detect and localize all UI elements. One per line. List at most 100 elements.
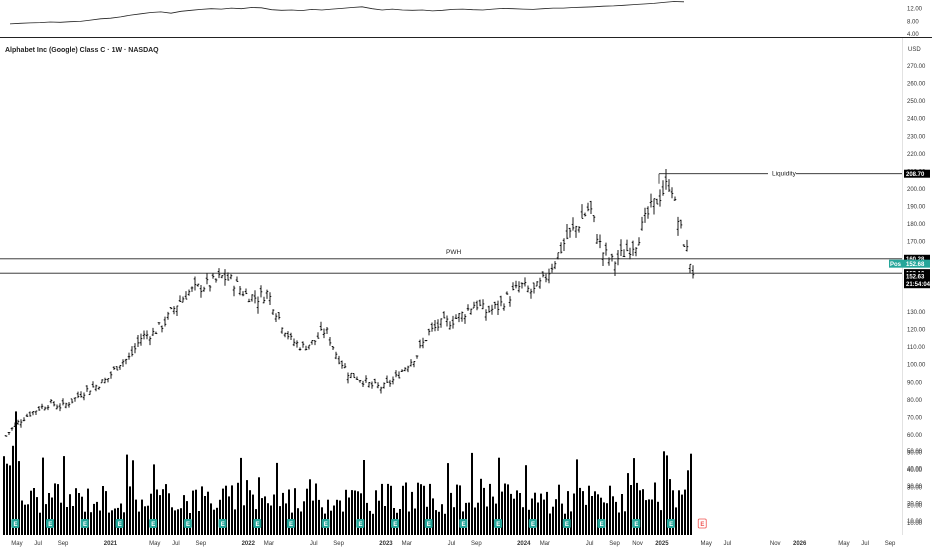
earnings-icon[interactable]: E <box>183 519 192 528</box>
price-bar <box>214 278 218 283</box>
volume-bar <box>93 503 95 535</box>
price-bar <box>622 249 626 258</box>
price-bar <box>73 397 77 402</box>
time-axis-tick: 2022 <box>242 541 256 547</box>
price-bar <box>595 234 599 244</box>
price-bar <box>277 312 281 320</box>
volume-bar <box>384 506 386 535</box>
volume-bar <box>159 495 161 535</box>
volume-bar <box>684 489 686 535</box>
volume-bar <box>30 490 32 535</box>
volume-bar <box>39 512 41 535</box>
price-bar <box>331 346 335 350</box>
volume-bar <box>450 492 452 535</box>
volume-bar <box>597 494 599 535</box>
volume-bar <box>90 512 92 535</box>
time-axis-tick: Jul <box>586 541 594 547</box>
earnings-icon[interactable]: E <box>149 519 158 528</box>
volume-bar <box>279 506 281 535</box>
volume-bar <box>264 496 266 535</box>
volume-bar <box>273 494 275 535</box>
price-axis-tick: 230.00 <box>907 134 926 140</box>
time-axis-tick: 2024 <box>517 541 531 547</box>
svg-text:E: E <box>83 522 87 528</box>
earnings-icon[interactable]: E <box>562 519 571 528</box>
price-axis-tick: 80.00 <box>907 398 923 404</box>
volume-bar <box>135 499 137 535</box>
volume-bar <box>660 510 662 535</box>
price-axis: 270.00260.00250.00240.00230.00220.00210.… <box>907 64 926 527</box>
volume-bar <box>627 473 629 535</box>
volume-bar <box>507 484 509 535</box>
volume-bar <box>576 459 578 535</box>
volume-bar <box>630 485 632 535</box>
volume-axis-tick: 30.00 <box>907 484 923 490</box>
volume-bar <box>12 445 14 535</box>
price-bar <box>439 318 443 328</box>
volume-bar <box>258 477 260 535</box>
price-axis-tick: 20.00 <box>907 503 923 509</box>
earnings-icon[interactable]: E <box>697 518 707 529</box>
earnings-icon[interactable]: E <box>632 519 641 528</box>
price-bar <box>4 435 8 437</box>
volume-bar <box>381 483 383 535</box>
earnings-icon[interactable]: E <box>253 519 262 528</box>
earnings-icon[interactable]: E <box>494 519 503 528</box>
price-bar <box>313 340 317 346</box>
earnings-icon[interactable]: E <box>666 519 675 528</box>
earnings-icon[interactable]: E <box>286 519 295 528</box>
price-axis-tick: 130.00 <box>907 310 926 316</box>
price-bar <box>166 311 170 320</box>
volume-bar <box>411 491 413 535</box>
earnings-icon[interactable]: E <box>391 519 400 528</box>
price-bar <box>499 295 503 307</box>
volume-bar <box>144 506 146 535</box>
earnings-icon[interactable]: E <box>115 519 124 528</box>
volume-bar <box>648 499 650 535</box>
price-bar <box>424 340 428 342</box>
volume-bar <box>465 502 467 535</box>
earnings-icon[interactable]: E <box>218 519 227 528</box>
earnings-icon[interactable]: E <box>424 519 433 528</box>
price-bar <box>394 370 398 378</box>
price-bar <box>223 269 227 286</box>
price-bar <box>193 276 197 291</box>
price-bar <box>565 224 569 240</box>
volume-bar <box>525 465 527 535</box>
earnings-icon[interactable]: E <box>597 519 606 528</box>
price-bar <box>262 296 266 304</box>
earnings-icon[interactable]: E <box>459 519 468 528</box>
volume-bar <box>132 460 134 535</box>
price-bar <box>355 376 359 380</box>
volume-bar <box>123 512 125 535</box>
price-bar <box>457 313 461 323</box>
price-bar <box>202 286 206 292</box>
volume-bar <box>360 493 362 535</box>
earnings-icon[interactable]: E <box>321 519 330 528</box>
volume-bar <box>54 483 56 535</box>
earnings-icon[interactable]: E <box>11 519 20 528</box>
earnings-icon[interactable]: E <box>80 519 89 528</box>
price-bar <box>151 327 155 336</box>
svg-text:E: E <box>118 522 122 528</box>
volume-bar <box>69 494 71 535</box>
volume-bar <box>414 508 416 535</box>
price-axis-tick: 100.00 <box>907 363 926 369</box>
earnings-icon[interactable]: E <box>356 519 365 528</box>
price-bar <box>685 239 689 252</box>
volume-bar <box>357 491 359 535</box>
price-bar <box>442 311 446 319</box>
volume-bar <box>282 492 284 535</box>
earnings-icon[interactable]: E <box>46 519 55 528</box>
price-bar <box>10 427 14 431</box>
volume-bar <box>615 501 617 535</box>
volume-bar <box>498 457 500 535</box>
volume-bars <box>3 411 692 535</box>
earnings-icon[interactable]: E <box>528 519 537 528</box>
price-bar <box>628 247 632 260</box>
volume-bar <box>330 510 332 535</box>
volume-bar <box>636 482 638 535</box>
price-bar <box>511 282 515 291</box>
price-bar <box>640 216 644 231</box>
